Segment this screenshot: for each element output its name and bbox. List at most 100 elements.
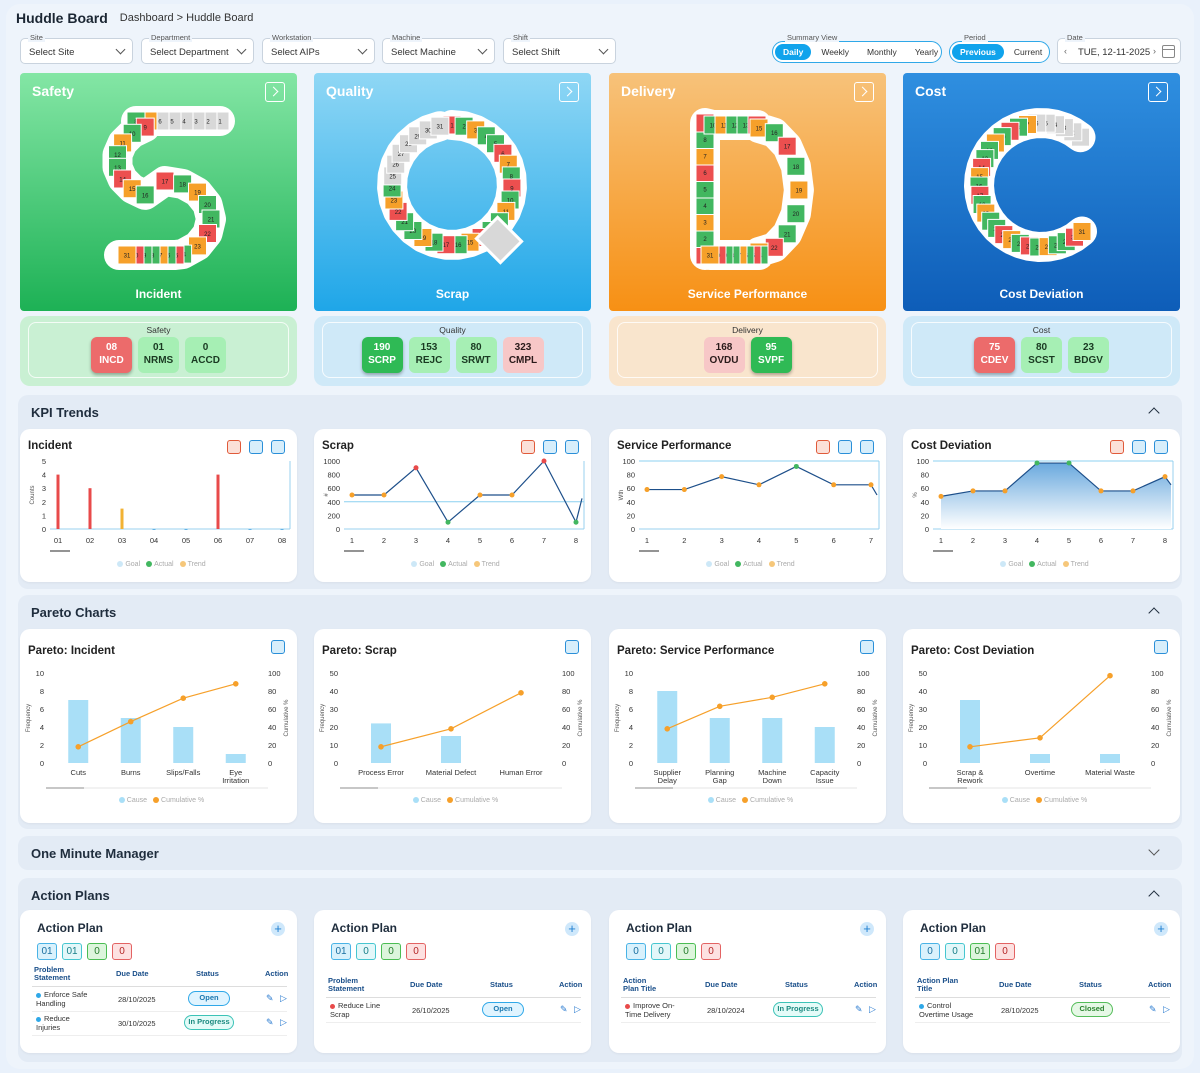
add-action-button[interactable]: + (860, 922, 874, 936)
data-point[interactable] (413, 465, 419, 471)
status-count-badge[interactable]: 0 (112, 943, 132, 960)
edit-icon[interactable]: ✎ (1149, 1004, 1157, 1014)
download-icon[interactable] (816, 440, 830, 454)
day-cell[interactable] (789, 180, 809, 200)
open-arrow-icon[interactable] (559, 82, 579, 102)
data-bar[interactable] (173, 727, 194, 763)
data-point[interactable] (1034, 460, 1040, 466)
kpi-badge-accd[interactable]: 0 ACCD (185, 337, 226, 373)
shift-select[interactable]: Shift Select Shift (503, 33, 616, 64)
chart-type-icon[interactable] (565, 440, 579, 454)
day-cell[interactable] (777, 136, 797, 156)
kpi-badge-srwt[interactable]: 80 SRWT (455, 337, 497, 373)
cumulative-point[interactable] (1107, 672, 1113, 679)
expand-icon[interactable] (271, 640, 285, 654)
date-next-button[interactable]: › (1153, 46, 1156, 56)
summary-yearly-option[interactable]: Yearly (914, 47, 939, 57)
play-icon[interactable]: ▷ (869, 1004, 876, 1014)
kpi-badge-scrp[interactable]: 190 SCRP (361, 337, 403, 373)
kpi-badge-bdgv[interactable]: 23 BDGV (1068, 337, 1109, 373)
kpi-badge-incd[interactable]: 08 INCD (91, 337, 132, 373)
data-point[interactable] (831, 482, 837, 488)
breadcrumb[interactable]: Dashboard > Huddle Board (119, 12, 254, 24)
card-delivery[interactable]: 1234567891011121314151617181920212223242… (609, 73, 886, 311)
cumulative-point[interactable] (75, 744, 82, 750)
data-point[interactable] (541, 458, 547, 464)
data-point[interactable] (1098, 488, 1104, 494)
data-bar[interactable] (441, 736, 461, 763)
kpi-badge-rejc[interactable]: 153 REJC (408, 337, 450, 373)
add-action-button[interactable]: + (565, 922, 579, 936)
status-count-badge[interactable]: 0 (651, 943, 671, 960)
cumulative-point[interactable] (664, 726, 671, 732)
status-count-badge[interactable]: 0 (945, 943, 965, 960)
data-bar[interactable] (68, 700, 89, 763)
data-point[interactable] (938, 493, 944, 499)
expand-icon[interactable] (565, 640, 579, 654)
data-bar[interactable] (280, 529, 284, 530)
status-pill[interactable]: Open (482, 1002, 524, 1017)
download-icon[interactable] (1110, 440, 1124, 454)
data-bar[interactable] (248, 529, 252, 530)
day-cell[interactable] (700, 245, 720, 265)
expand-icon[interactable] (1154, 640, 1168, 654)
card-quality[interactable]: 1234567891011121314151617181920212223242… (314, 73, 591, 311)
status-count-badge[interactable]: 01 (62, 943, 82, 960)
data-point[interactable] (349, 492, 355, 498)
status-pill[interactable]: Closed (1071, 1002, 1113, 1017)
summary-monthly-option[interactable]: Monthly (867, 47, 897, 57)
card-safety[interactable]: 1234567891011121314151617181920212223242… (20, 73, 297, 311)
day-cell[interactable] (117, 245, 137, 265)
data-bar[interactable] (1030, 754, 1050, 763)
play-icon[interactable]: ▷ (280, 1017, 287, 1027)
edit-icon[interactable]: ✎ (855, 1004, 863, 1014)
chart-type-icon[interactable] (1154, 440, 1168, 454)
chart-type-icon[interactable] (271, 440, 285, 454)
expand-chevron-icon[interactable] (1148, 844, 1160, 856)
status-count-badge[interactable]: 0 (87, 943, 107, 960)
kpi-badge-cmpl[interactable]: 323 CMPL (502, 337, 544, 373)
cumulative-point[interactable] (1037, 735, 1043, 741)
machine-select[interactable]: Machine Select Machine (382, 33, 495, 64)
data-point[interactable] (573, 519, 579, 525)
cumulative-point[interactable] (232, 681, 239, 687)
department-select[interactable]: Department Select Department (141, 33, 254, 64)
cumulative-point[interactable] (518, 690, 524, 696)
day-cell[interactable] (1072, 222, 1092, 241)
data-bar[interactable] (56, 474, 60, 529)
status-count-badge[interactable]: 0 (995, 943, 1015, 960)
status-count-badge[interactable]: 0 (701, 943, 721, 960)
open-arrow-icon[interactable] (265, 82, 285, 102)
data-point[interactable] (1162, 474, 1168, 480)
data-bar[interactable] (225, 754, 246, 763)
expand-icon[interactable] (543, 440, 557, 454)
date-picker[interactable]: Date ‹ TUE, 12-11-2025 › (1057, 33, 1181, 64)
expand-icon[interactable] (860, 640, 874, 654)
data-bar[interactable] (88, 488, 92, 529)
open-arrow-icon[interactable] (854, 82, 874, 102)
data-point[interactable] (1130, 488, 1136, 494)
card-cost[interactable]: 1234567891011121314151617181920212223242… (903, 73, 1180, 311)
period-previous-option[interactable]: Previous (952, 44, 1004, 60)
cumulative-point[interactable] (716, 703, 723, 710)
kpi-badge-cdev[interactable]: 75 CDEV (974, 337, 1015, 373)
one-minute-manager-section[interactable]: One Minute Manager (18, 836, 1182, 870)
data-bar[interactable] (120, 508, 124, 529)
summary-daily-option[interactable]: Daily (775, 44, 812, 60)
day-cell[interactable] (786, 204, 806, 224)
kpi-badge-svpf[interactable]: 95 SVPF (750, 337, 792, 373)
site-select[interactable]: Site Select Site (20, 33, 133, 64)
cumulative-point[interactable] (378, 744, 384, 750)
data-bar[interactable] (371, 723, 391, 763)
day-cell[interactable] (430, 116, 450, 136)
period-current-option[interactable]: Current (1013, 47, 1043, 57)
status-count-badge[interactable]: 0 (626, 943, 646, 960)
date-prev-button[interactable]: ‹ (1064, 46, 1067, 56)
data-point[interactable] (970, 488, 976, 494)
kpi-badge-scst[interactable]: 80 SCST (1021, 337, 1062, 373)
data-bar[interactable] (762, 718, 783, 763)
download-icon[interactable] (521, 440, 535, 454)
status-count-badge[interactable]: 0 (406, 943, 426, 960)
play-icon[interactable]: ▷ (574, 1004, 581, 1014)
play-icon[interactable]: ▷ (280, 993, 287, 1003)
